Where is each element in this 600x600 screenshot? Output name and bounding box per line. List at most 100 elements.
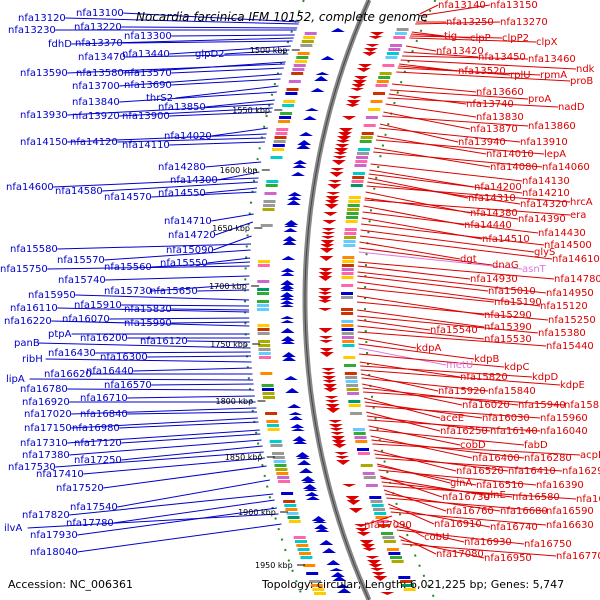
left-gene-label: nfa14300 [170, 175, 218, 186]
right-gene-leader [375, 139, 545, 155]
left-gene-label: nfa16980 [72, 423, 120, 434]
right-strand-gene-arrow [331, 436, 346, 441]
right-gene-leader [389, 507, 491, 528]
left-cog-band [285, 508, 298, 511]
left-gene-leader [205, 161, 262, 168]
right-gene-leader [357, 275, 489, 292]
right-gene-leader [393, 519, 425, 538]
right-strand-gene-arrow [353, 76, 368, 80]
right-cog-band [347, 392, 360, 395]
right-gene-label: nfa15250 [548, 315, 596, 326]
left-cog-band [303, 564, 316, 567]
left-cog-band [312, 588, 325, 591]
left-gene-leader [197, 289, 250, 292]
right-gene-label: nfa13150 [490, 0, 538, 11]
left-cog-band [276, 472, 289, 475]
right-gene-label: fabD [524, 440, 548, 451]
right-strand-gene-arrow [365, 44, 380, 47]
left-strand-gene-arrow [280, 280, 295, 285]
left-gene-label: nfa17310 [20, 438, 68, 449]
right-gene-label: nfa16390 [536, 480, 584, 491]
right-gene-label: nfa13740 [466, 99, 514, 110]
left-strand-gene-arrow [326, 560, 341, 565]
right-gene-label: nfa15540 [430, 325, 478, 336]
right-cog-band [378, 524, 391, 527]
right-gene-leader [359, 353, 505, 368]
left-strand-gene-arrow [302, 484, 317, 489]
right-gene-leader [367, 177, 469, 199]
right-gene-label: nfa14130 [522, 176, 570, 187]
scale-tick-label: 1850 kbp [225, 453, 263, 462]
right-strand-gene-arrow [318, 276, 333, 281]
left-cog-band [295, 540, 307, 543]
right-cog-band [341, 328, 354, 331]
scale-tick-label: 1750 kbp [210, 340, 248, 349]
left-gene-label: ribH [22, 354, 43, 365]
left-cog-band [258, 340, 270, 343]
left-gene-label: nfa14120 [70, 137, 118, 148]
right-strand-gene-arrow [362, 548, 377, 551]
left-cog-band [303, 36, 316, 39]
left-strand-gene-arrow [293, 160, 308, 164]
scale-tick-label: 1500 kbp [250, 46, 288, 55]
right-gene-leader [383, 111, 471, 130]
left-gene-leader [57, 243, 252, 250]
right-cog-band [341, 336, 354, 339]
left-gene-label: nfa15950 [28, 290, 76, 301]
left-strand-gene-arrow [285, 388, 300, 393]
right-gene-label: aceE [440, 413, 464, 424]
left-gene-leader [77, 507, 277, 536]
left-cog-band [261, 384, 274, 387]
right-gene-leader [357, 325, 485, 340]
left-cog-band [265, 412, 278, 415]
right-gene-label: nfa15290 [484, 310, 532, 321]
right-gene-leader [363, 515, 393, 526]
right-gene-label: nfa14500 [544, 240, 592, 251]
backbone-arc-core [304, 0, 370, 600]
left-gene-label: nfa17020 [24, 409, 72, 420]
right-strand-gene-arrow [326, 408, 341, 413]
left-strand-gene-arrow [287, 192, 302, 196]
right-cog-band [348, 404, 361, 407]
left-strand-gene-arrow [296, 144, 311, 149]
left-gene-label: nfa17820 [22, 510, 70, 521]
right-cog-band [374, 512, 387, 515]
left-gene-label: lipA [6, 374, 25, 385]
right-cog-band [346, 384, 359, 387]
left-gene-label: nfa16620 [44, 369, 92, 380]
right-strand-gene-arrow [322, 376, 337, 380]
left-cog-band [262, 392, 275, 395]
left-gene-leader [151, 191, 257, 198]
left-gene-label: nfa13700 [72, 81, 120, 92]
left-cog-band [257, 304, 269, 307]
left-strand-gene-arrow [280, 300, 294, 304]
left-gene-leader [71, 37, 294, 45]
right-cog-band [363, 476, 376, 479]
left-gene-leader [133, 367, 252, 372]
right-cog-band [361, 132, 374, 135]
right-strand-gene-arrow [322, 384, 337, 389]
left-gene-leader [151, 283, 250, 292]
right-gene-label: hrcA [570, 197, 593, 208]
left-cog-band [291, 72, 304, 75]
left-cog-band [262, 208, 275, 211]
left-gene-label: nfa16710 [80, 393, 128, 404]
scale-tick-label: 1600 kbp [220, 166, 258, 175]
right-strand-gene-arrow [318, 292, 333, 295]
left-gene-label: nfa17520 [56, 483, 104, 494]
right-gene-label: nfa15840 [488, 386, 536, 397]
right-gene-leader [367, 419, 541, 432]
right-gene-leader [360, 365, 533, 378]
left-strand-gene-arrow [315, 528, 330, 532]
right-cog-band [348, 400, 361, 403]
right-strand-gene-arrow [368, 564, 383, 568]
left-gene-label: nfa16300 [100, 352, 148, 363]
right-strand-gene-arrow [350, 88, 365, 91]
right-gene-label: cobD [460, 440, 486, 451]
left-cog-band [275, 468, 288, 471]
left-gene-leader [171, 78, 281, 86]
left-cog-band [277, 476, 290, 479]
right-cog-band [342, 340, 355, 343]
right-strand-gene-arrow [318, 328, 333, 333]
scale-tick-label: 1650 kbp [212, 224, 250, 233]
